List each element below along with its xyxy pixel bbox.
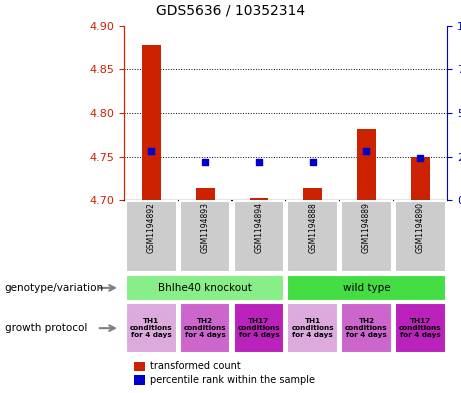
Bar xyxy=(341,303,392,353)
Bar xyxy=(180,201,230,272)
Bar xyxy=(196,188,214,200)
Text: TH17
conditions
for 4 days: TH17 conditions for 4 days xyxy=(399,318,442,338)
Bar xyxy=(126,303,177,353)
Text: GSM1194890: GSM1194890 xyxy=(416,202,425,253)
Bar xyxy=(411,157,430,200)
Text: wild type: wild type xyxy=(343,283,390,293)
Bar xyxy=(303,188,322,200)
Text: transformed count: transformed count xyxy=(150,361,241,371)
Text: TH1
conditions
for 4 days: TH1 conditions for 4 days xyxy=(291,318,334,338)
Bar xyxy=(287,275,445,301)
Bar xyxy=(134,375,145,385)
Bar xyxy=(341,201,392,272)
Bar xyxy=(180,303,230,353)
Bar xyxy=(249,198,268,200)
Point xyxy=(255,159,263,165)
Text: GSM1194894: GSM1194894 xyxy=(254,202,263,253)
Bar xyxy=(126,275,284,301)
Bar xyxy=(142,45,161,200)
Bar xyxy=(126,201,177,272)
Point xyxy=(417,155,424,162)
Text: GSM1194893: GSM1194893 xyxy=(201,202,210,253)
Text: Bhlhe40 knockout: Bhlhe40 knockout xyxy=(158,283,252,293)
Text: GDS5636 / 10352314: GDS5636 / 10352314 xyxy=(156,4,305,18)
Bar xyxy=(287,201,338,272)
Text: TH17
conditions
for 4 days: TH17 conditions for 4 days xyxy=(237,318,280,338)
Bar xyxy=(234,201,284,272)
Text: percentile rank within the sample: percentile rank within the sample xyxy=(150,375,315,385)
Point xyxy=(148,148,155,154)
Text: growth protocol: growth protocol xyxy=(5,323,87,333)
Point xyxy=(309,159,316,165)
Text: TH2
conditions
for 4 days: TH2 conditions for 4 days xyxy=(345,318,388,338)
Bar xyxy=(134,362,145,371)
Text: genotype/variation: genotype/variation xyxy=(5,283,104,293)
Bar xyxy=(287,303,338,353)
Text: TH1
conditions
for 4 days: TH1 conditions for 4 days xyxy=(130,318,173,338)
Text: TH2
conditions
for 4 days: TH2 conditions for 4 days xyxy=(184,318,226,338)
Text: GSM1194892: GSM1194892 xyxy=(147,202,156,253)
Bar xyxy=(234,303,284,353)
Bar xyxy=(395,201,445,272)
Point xyxy=(201,159,209,165)
Bar xyxy=(357,129,376,200)
Point xyxy=(363,148,370,154)
Bar xyxy=(395,303,445,353)
Text: GSM1194888: GSM1194888 xyxy=(308,202,317,253)
Text: GSM1194889: GSM1194889 xyxy=(362,202,371,253)
